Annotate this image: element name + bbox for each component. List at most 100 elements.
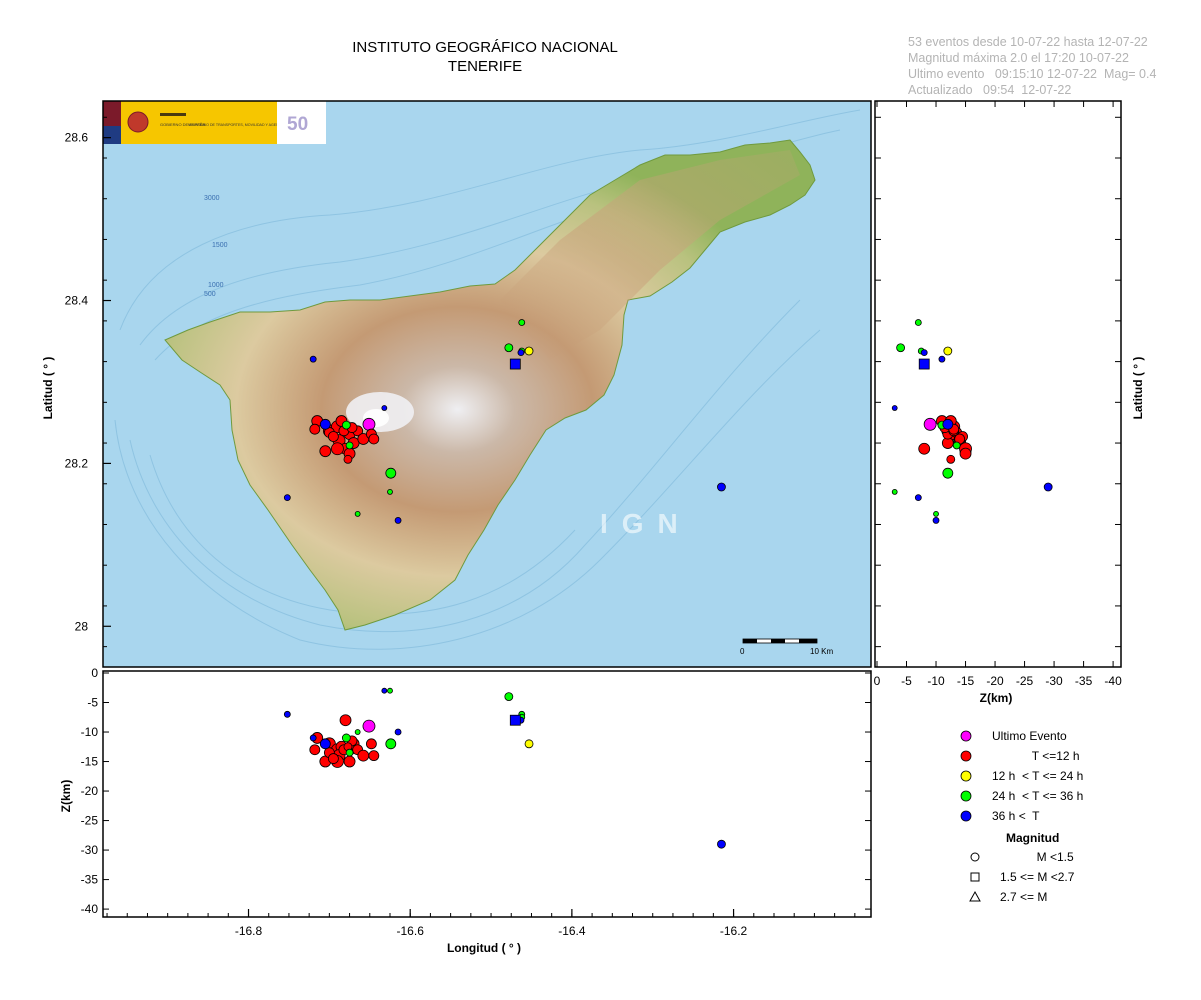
event-marker [717, 839, 726, 849]
depth-tick-label: -25 [1016, 674, 1034, 688]
page-title: INSTITUTO GEOGRÁFICO NACIONAL [352, 39, 618, 56]
event-marker [368, 433, 380, 445]
event-marker [504, 343, 514, 353]
event-marker [504, 692, 514, 702]
event-marker [327, 431, 339, 442]
logo-banner: GOBIERNO DE ESPAÑA MINISTERIO DE TRANSPO… [103, 101, 326, 144]
event-marker [341, 420, 351, 430]
longitude-tick-label: -16.6 [397, 924, 425, 938]
event-marker [283, 710, 291, 718]
event-marker [365, 738, 377, 750]
event-marker [959, 447, 972, 460]
event-marker [345, 441, 354, 450]
event-marker [896, 343, 906, 353]
longitude-axis-label: Longitud ( ° ) [447, 941, 521, 955]
event-marker [946, 454, 956, 464]
legend-swatch [960, 770, 972, 782]
event-marker [933, 510, 939, 517]
event-marker [362, 719, 376, 733]
legend-label: 24 h < T <= 36 h [992, 789, 1083, 803]
depth-longitude-frame [102, 670, 872, 918]
map-event-points [283, 319, 726, 524]
event-marker [914, 319, 922, 326]
magnitude-label: 2.7 <= M [1000, 890, 1047, 904]
event-marker [309, 355, 317, 363]
magnitude-label: 1.5 <= M <2.7 [1000, 870, 1075, 884]
event-marker [283, 494, 291, 502]
ign-watermark: IGN [600, 508, 692, 539]
event-marker [942, 418, 954, 430]
event-marker [394, 728, 402, 736]
depth-tick-label: -30 [1045, 674, 1063, 688]
event-marker [717, 482, 726, 492]
event-marker [918, 442, 931, 455]
latitude-axis-label-right: Latitud ( ° ) [1131, 357, 1145, 420]
bathymetry-label: 500 [204, 291, 216, 298]
event-marker [932, 517, 940, 524]
map-panel: 3000 1500 1000 500 IGN 0 10 Km [102, 100, 872, 668]
magnitude-triangle-icon [969, 890, 981, 902]
bathymetry-label: 1000 [208, 282, 224, 289]
event-marker [385, 467, 397, 479]
depth-longitude-panel [102, 670, 872, 918]
event-marker [943, 346, 953, 356]
legend-label: 36 h < T [992, 809, 1040, 823]
event-marker [1043, 482, 1053, 492]
event-marker [914, 494, 922, 502]
event-marker [319, 418, 331, 430]
event-marker [345, 748, 354, 757]
bathymetry-label: 1500 [212, 242, 228, 249]
scale-end-label: 10 Km [810, 647, 833, 656]
latitude-tick-label: 28.2 [65, 456, 89, 470]
event-marker [517, 349, 525, 357]
depth-tick-label: -5 [901, 674, 912, 688]
depth-tick-label: -20 [81, 784, 99, 798]
event-marker [343, 755, 356, 768]
legend-swatch [960, 730, 972, 742]
event-marker [518, 319, 526, 326]
legend-label: 12 h < T <= 24 h [992, 769, 1083, 783]
scale-start-label: 0 [740, 647, 745, 656]
event-marker [385, 738, 397, 750]
event-marker [381, 405, 388, 411]
event-marker [343, 454, 353, 464]
longitude-tick-label: -16.8 [235, 924, 263, 938]
latitude-tick-label: 28.6 [65, 131, 89, 145]
event-marker [309, 734, 317, 742]
event-marker [368, 750, 380, 762]
legend-swatch [960, 790, 972, 802]
latitude-tick-label: 28 [75, 619, 89, 633]
anaga-ridge [500, 150, 800, 360]
event-marker [331, 442, 344, 456]
event-marker [309, 744, 321, 756]
event-marker [952, 441, 961, 450]
legend-label: T <=12 h [992, 749, 1080, 763]
event-marker [327, 753, 339, 764]
magnitude-label: M <1.5 [1000, 850, 1074, 864]
event-marker [942, 467, 954, 479]
depth-tick-label: -35 [81, 873, 99, 887]
depth-tick-label: -10 [927, 674, 945, 688]
depth-tick-label: -15 [81, 755, 99, 769]
event-marker [891, 489, 898, 495]
event-marker [354, 510, 361, 517]
event-summary: 53 eventos desde 10-07-22 hasta 12-07-22… [908, 34, 1156, 98]
event-marker [362, 417, 376, 431]
summary-line-last-event: Ultimo evento 09:15:10 12-07-22 Mag= 0.4 [908, 67, 1157, 81]
depth-tick-label: 0 [874, 674, 881, 688]
bathymetry-label: 3000 [204, 195, 220, 202]
depth-tick-label: -20 [986, 674, 1004, 688]
page-subtitle: TENERIFE [447, 58, 523, 75]
longitude-tick-label: -16.2 [720, 924, 748, 938]
summary-line-updated: Actualizado 09:54 12-07-22 [908, 83, 1072, 97]
magnitude-circle-icon [970, 852, 980, 862]
legend: Ultimo Evento T <=12 h 12 h < T <= 24 h 24… [960, 729, 1083, 904]
event-marker [339, 714, 352, 727]
depth-axis-label-right: Z(km) [980, 691, 1013, 705]
event-marker [524, 346, 534, 356]
depth-axis-label-bottom: Z(km) [59, 780, 73, 813]
depth-tick-label: -25 [81, 814, 99, 828]
depth-longitude-points [283, 687, 726, 849]
latitude-tick-label: 28.4 [65, 294, 89, 308]
depth-tick-label: -15 [957, 674, 975, 688]
